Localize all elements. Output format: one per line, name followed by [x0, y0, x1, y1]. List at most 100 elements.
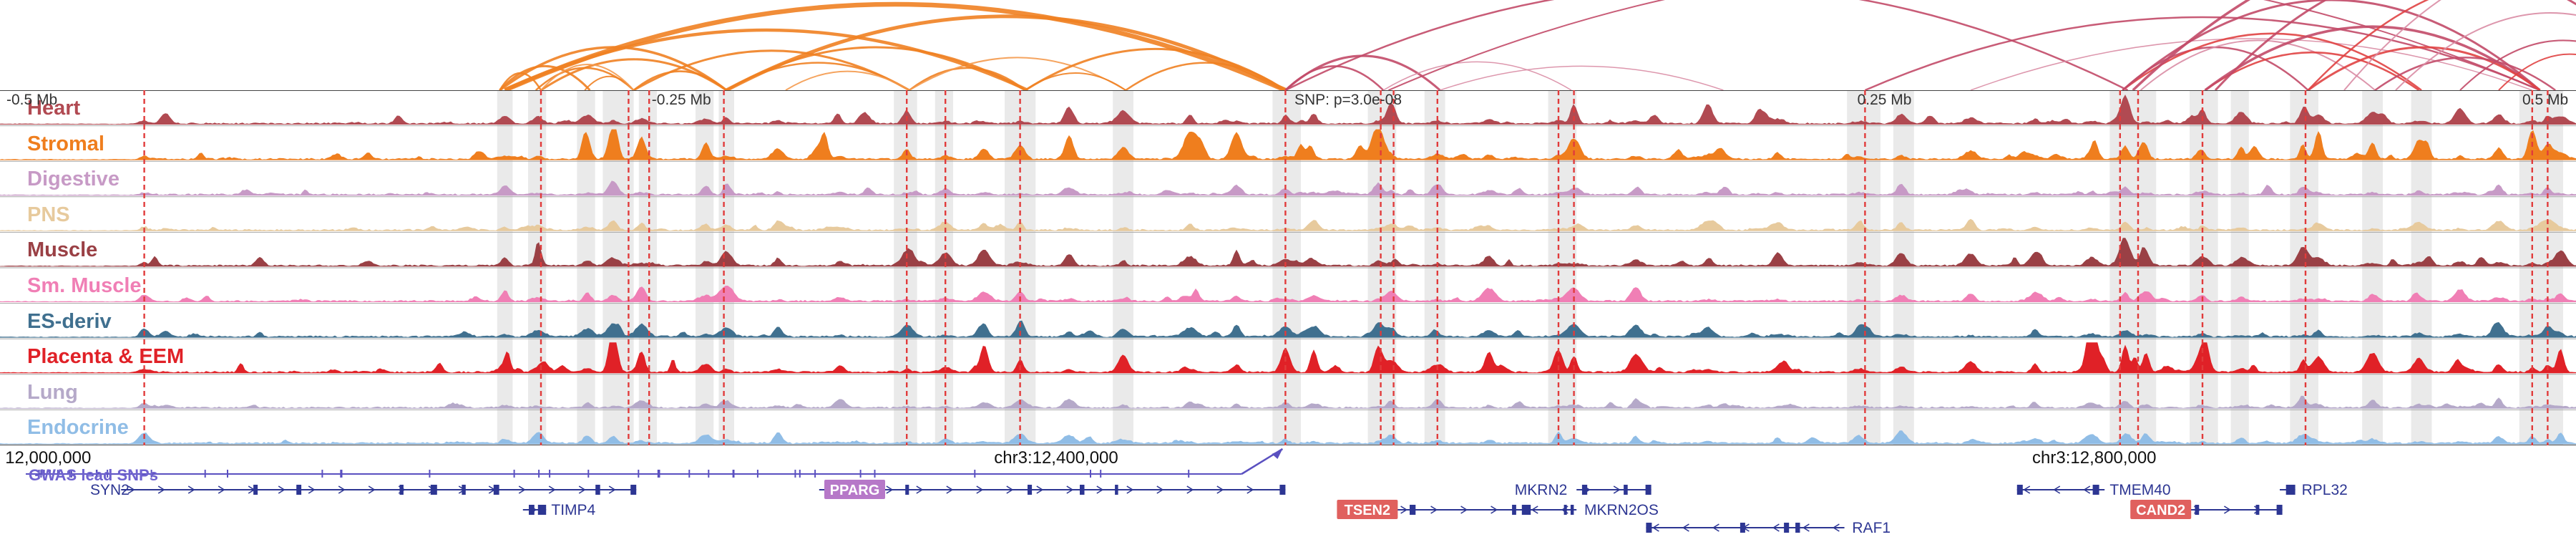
gene-syn2[interactable]: SYN2	[90, 482, 637, 498]
gene-raf1[interactable]: RAF1	[1646, 520, 1890, 536]
ruler-label: -0.25 Mb	[651, 92, 711, 108]
gwas-lead-snps-track[interactable]	[26, 448, 1284, 478]
interaction-arc	[2307, 46, 2541, 90]
interaction-arc	[909, 67, 1026, 90]
exon-block	[296, 485, 302, 495]
gene-label[interactable]: RPL32	[2302, 482, 2348, 498]
exon-block	[2276, 505, 2283, 515]
track-label-stromal[interactable]: Stromal	[27, 132, 104, 155]
exon-block	[430, 485, 437, 495]
gwas-lead-snps-label: GWAS lead SNPs	[29, 466, 158, 484]
exon-block	[2255, 505, 2260, 515]
gene-label[interactable]: CAND2	[2136, 503, 2185, 518]
interaction-arc	[1284, 0, 2129, 90]
interaction-arc	[1284, 54, 1441, 90]
signal-track-canvas	[0, 90, 2576, 445]
track-label-lung[interactable]: Lung	[27, 380, 78, 404]
exon-block	[462, 485, 466, 495]
ruler-label: SNP: p=3.0e-08	[1294, 92, 1402, 108]
gene-label-chip[interactable]	[1337, 500, 1398, 519]
signal-track-muscle	[0, 238, 2576, 267]
gene-tsen2[interactable]: TSEN2	[1337, 500, 1528, 519]
interaction-arc	[504, 28, 1029, 90]
exon-block	[1784, 523, 1790, 533]
signal-track-pns	[0, 218, 2576, 231]
interaction-arc	[2395, 12, 2576, 90]
interaction-arc	[1864, 16, 2541, 90]
interaction-arc	[2343, 0, 2442, 90]
exon-block	[1028, 485, 1033, 495]
signal-track-stromal	[0, 129, 2576, 160]
gene-cand2[interactable]: CAND2	[2130, 500, 2283, 519]
interaction-arc-canvas	[499, 0, 2576, 90]
gene-timp4[interactable]: TIMP4	[522, 502, 596, 518]
track-label-pns[interactable]: PNS	[27, 203, 70, 226]
track-label-muscle[interactable]: Muscle	[27, 238, 98, 262]
exon-block	[1570, 505, 1574, 515]
exon-block	[1279, 485, 1286, 495]
ruler-label: 0.5 Mb	[2522, 92, 2569, 108]
interaction-arc	[2122, 32, 2422, 90]
signal-track-lung	[0, 395, 2576, 409]
gene-mkrn2[interactable]: MKRN2	[1515, 482, 1652, 498]
interaction-arc	[2307, 0, 2429, 90]
exon-block	[1525, 505, 1531, 515]
exon-block	[1410, 505, 1416, 515]
interaction-arc	[2374, 57, 2556, 90]
signal-track-endocrine	[0, 430, 2576, 445]
gene-label[interactable]: TIMP4	[551, 502, 595, 518]
track-label-sm-muscle[interactable]: Sm. Muscle	[27, 274, 142, 297]
exon-block	[1521, 505, 1528, 515]
exon-block	[2285, 485, 2290, 495]
track-label-heart[interactable]: Heart	[27, 97, 81, 120]
gene-mkrn2os[interactable]: MKRN2OS	[1525, 502, 1659, 518]
signal-track-placenta-eem	[0, 342, 2576, 374]
exon-block	[1080, 485, 1085, 495]
exon-block	[595, 485, 600, 495]
gene-label-chip[interactable]	[2130, 500, 2192, 519]
gene-tmem40[interactable]: TMEM40	[2016, 482, 2171, 498]
exon-block	[399, 485, 404, 495]
coordinate-label: 12,000,000	[5, 448, 92, 468]
track-label-endocrine[interactable]: Endocrine	[27, 416, 129, 440]
exon-block	[493, 485, 499, 495]
track-label-placenta-eem[interactable]: Placenta & EEM	[27, 345, 185, 369]
gene-rpl32[interactable]: RPL32	[2280, 482, 2348, 498]
exon-block	[253, 485, 258, 495]
gwas-pointer-arrowhead	[1272, 449, 1283, 459]
gene-annotation-canvas: SYN2 TIMP4 PPARG TSEN2 MKRN2 MKRN2OS RAF1 TMEM4…	[26, 448, 2348, 536]
interaction-arc	[2214, 0, 2576, 90]
gene-label[interactable]: SYN2	[90, 482, 130, 498]
track-label-digestive[interactable]: Digestive	[27, 168, 119, 191]
exon-block	[1646, 523, 1652, 533]
interaction-arc	[2459, 39, 2576, 90]
gene-label[interactable]: TMEM40	[2109, 482, 2170, 498]
ruler-label: -0.5 Mb	[6, 92, 58, 108]
signal-track-heart	[0, 95, 2576, 125]
exon-block	[1563, 505, 1567, 515]
exon-block	[1115, 485, 1118, 495]
gene-label[interactable]: RAF1	[1852, 520, 1890, 536]
gene-label[interactable]: MKRN2	[1515, 482, 1568, 498]
coordinate-label: chr3:12,400,000	[994, 448, 1118, 468]
interaction-arc	[1382, 61, 1572, 90]
interaction-arc	[785, 70, 910, 90]
interaction-arc	[1970, 38, 2533, 90]
exon-block	[2016, 485, 2023, 495]
gene-pparg[interactable]: PPARG	[819, 480, 1286, 499]
interaction-arc	[1388, 0, 2540, 90]
track-label-es-deriv[interactable]: ES-deriv	[27, 309, 112, 333]
exon-block	[1581, 485, 1588, 495]
gene-label-chip[interactable]	[824, 480, 885, 499]
exon-block	[540, 505, 547, 515]
interaction-arc	[540, 64, 635, 90]
exon-block	[529, 505, 535, 515]
interaction-arc	[909, 57, 1126, 90]
interaction-arc	[499, 65, 591, 90]
strand-direction-chevrons	[2023, 485, 2091, 494]
gene-label[interactable]: PPARG	[830, 483, 880, 498]
gene-label[interactable]: MKRN2OS	[1584, 502, 1659, 518]
gene-label[interactable]: TSEN2	[1345, 503, 1390, 518]
exon-block	[2092, 485, 2099, 495]
